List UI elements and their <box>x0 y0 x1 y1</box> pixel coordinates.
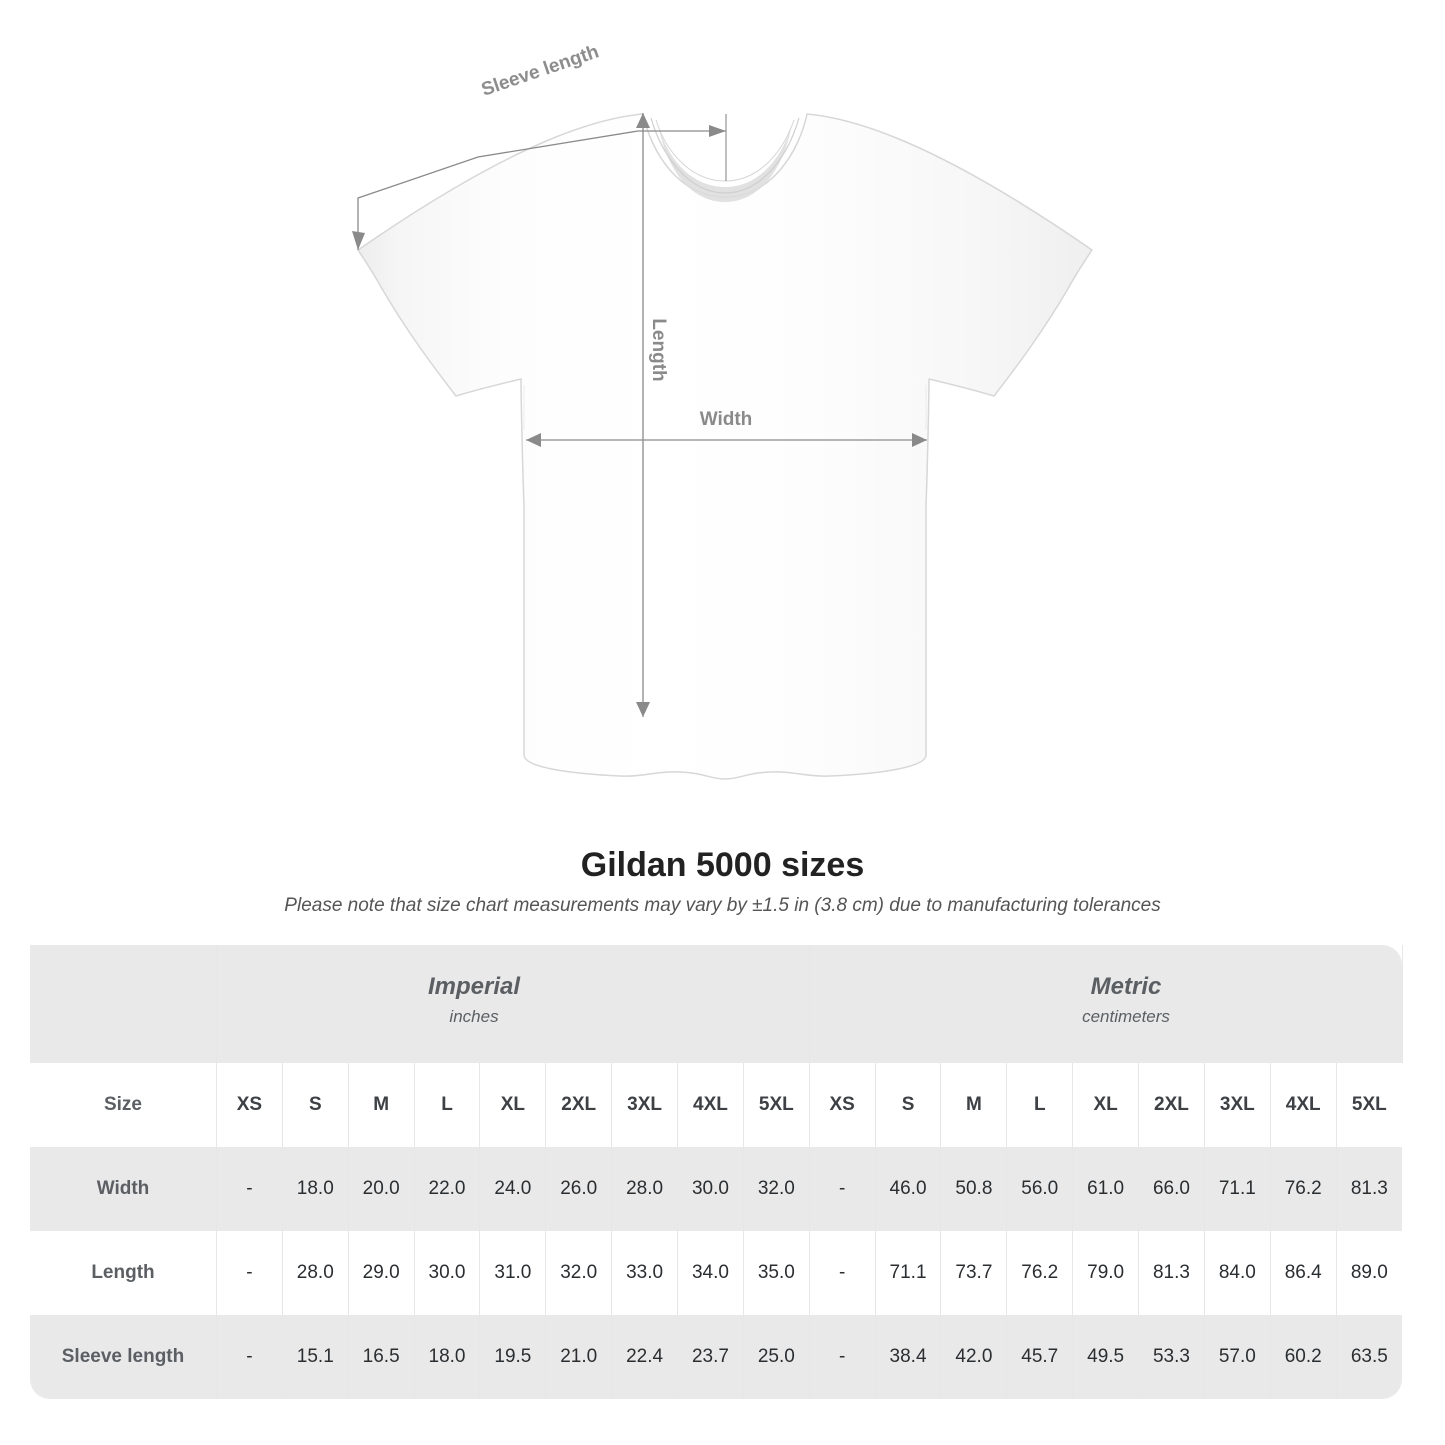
svg-text:Width: Width <box>700 409 753 430</box>
svg-text:Length: Length <box>648 318 669 381</box>
svg-text:Sleeve length: Sleeve length <box>479 41 602 100</box>
